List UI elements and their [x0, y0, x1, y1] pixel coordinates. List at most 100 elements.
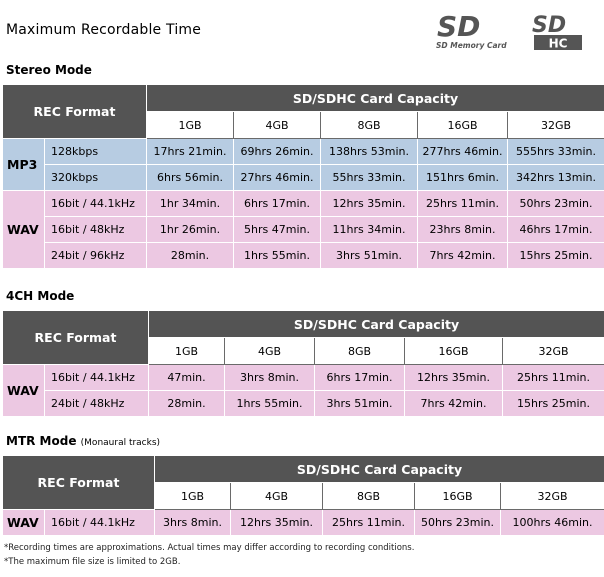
- capacity-header-cell: 4GB: [233, 111, 322, 139]
- time-cell: 28min.: [146, 242, 235, 269]
- capacity-header-cell: 4GB: [230, 482, 324, 510]
- 4ch-mode-title: 4CH Mode: [6, 289, 75, 303]
- page-title: Maximum Recordable Time: [6, 22, 202, 38]
- capacity-header-cell: 4GB: [224, 337, 316, 365]
- format-cell: 16bit / 44.1kHz: [43, 509, 156, 536]
- time-cell: 69hrs 26min.: [233, 138, 322, 165]
- stereo-mode-title: Stereo Mode: [6, 63, 92, 77]
- format-group-label: WAV: [2, 364, 45, 417]
- time-cell: 5hrs 47min.: [233, 216, 322, 243]
- time-cell: 50hrs 23min.: [414, 509, 502, 536]
- time-cell: 12hrs 35min.: [404, 364, 504, 391]
- time-cell: 100hrs 46min.: [500, 509, 604, 536]
- time-cell: 3hrs 8min.: [224, 364, 316, 391]
- mtr-mode-subtitle: (Monaural tracks): [80, 438, 161, 448]
- format-cell: 24bit / 48kHz: [43, 390, 150, 417]
- format-group-label: WAV: [2, 190, 45, 269]
- time-cell: 55hrs 33min.: [320, 164, 419, 191]
- time-cell: 1hr 34min.: [146, 190, 235, 217]
- card-capacity-header: SD/SDHC Card Capacity: [148, 310, 604, 338]
- table-row: WAV 16bit / 44.1kHz 1hr 34min. 6hrs 17mi…: [2, 190, 604, 269]
- time-cell: 11hrs 34min.: [320, 216, 419, 243]
- footnotes: *Recording times are approximations. Act…: [4, 541, 414, 569]
- time-cell: 342hrs 13min.: [507, 164, 604, 191]
- sdhc-logo-icon: SD HC: [532, 13, 582, 51]
- time-cell: 1hrs 55min.: [233, 242, 322, 269]
- time-cell: 1hr 26min.: [146, 216, 235, 243]
- table-row: 320kbps 6hrs 56min. 27hrs 46min. 55hrs 3…: [3, 164, 604, 191]
- time-cell: 6hrs 17min.: [314, 364, 406, 391]
- rec-format-header: REC Format: [1, 310, 150, 365]
- capacity-header-cell: 1GB: [154, 482, 232, 510]
- format-cell: 320kbps: [43, 164, 148, 191]
- format-cell: 16bit / 44.1kHz: [43, 364, 150, 391]
- time-cell: 6hrs 56min.: [146, 164, 235, 191]
- card-capacity-header: SD/SDHC Card Capacity: [146, 84, 604, 112]
- time-cell: 25hrs 11min.: [417, 190, 509, 217]
- mtr-mode-table: REC Format SD/SDHC Card Capacity 1GB 4GB…: [1, 455, 604, 536]
- mtr-mode-title-text: MTR Mode: [6, 434, 77, 448]
- footnote: *Recording times are approximations. Act…: [4, 543, 415, 553]
- capacity-header-cell: 32GB: [507, 111, 604, 139]
- mtr-mode-title: MTR Mode (Monaural tracks): [6, 434, 160, 448]
- time-cell: 27hrs 46min.: [233, 164, 322, 191]
- sdhc-logo-caption: HC: [549, 37, 568, 51]
- 4ch-mode-table: REC Format SD/SDHC Card Capacity 1GB 4GB…: [1, 310, 604, 417]
- sd-logo-caption: SD Memory Card: [436, 41, 507, 50]
- time-cell: 15hrs 25min.: [502, 390, 604, 417]
- time-cell: 3hrs 51min.: [314, 390, 406, 417]
- time-cell: 3hrs 8min.: [154, 509, 232, 536]
- format-cell: 16bit / 48kHz: [43, 216, 148, 243]
- time-cell: 25hrs 11min.: [502, 364, 604, 391]
- time-cell: 1hrs 55min.: [224, 390, 316, 417]
- table-row: 24bit / 48kHz 28min. 1hrs 55min. 3hrs 51…: [3, 390, 604, 417]
- time-cell: 25hrs 11min.: [322, 509, 416, 536]
- capacity-header-cell: 32GB: [502, 337, 604, 365]
- time-cell: 12hrs 35min.: [320, 190, 419, 217]
- capacity-header-cell: 16GB: [414, 482, 502, 510]
- sd-logo-icon: SD SD Memory Card: [436, 10, 507, 50]
- card-capacity-header: SD/SDHC Card Capacity: [154, 455, 604, 483]
- time-cell: 17hrs 21min.: [146, 138, 235, 165]
- time-cell: 47min.: [148, 364, 226, 391]
- rec-format-header: REC Format: [1, 84, 148, 139]
- svg-text:SD: SD: [437, 10, 480, 43]
- capacity-header-cell: 1GB: [148, 337, 226, 365]
- format-cell: 128kbps: [43, 138, 148, 165]
- table-row: 24bit / 96kHz 28min. 1hrs 55min. 3hrs 51…: [3, 242, 604, 269]
- time-cell: 12hrs 35min.: [230, 509, 324, 536]
- format-group-label: MP3: [2, 138, 45, 191]
- format-cell: 24bit / 96kHz: [43, 242, 148, 269]
- capacity-header-cell: 16GB: [404, 337, 504, 365]
- time-cell: 15hrs 25min.: [507, 242, 604, 269]
- capacity-header-cell: 8GB: [320, 111, 419, 139]
- table-row: WAV 16bit / 44.1kHz 47min. 3hrs 8min. 6h…: [2, 364, 604, 417]
- table-row: WAV 16bit / 44.1kHz 3hrs 8min. 12hrs 35m…: [2, 509, 604, 536]
- time-cell: 277hrs 46min.: [417, 138, 509, 165]
- time-cell: 23hrs 8min.: [417, 216, 509, 243]
- footnote: *The maximum file size is limited to 2GB…: [4, 557, 181, 567]
- rec-format-header: REC Format: [1, 455, 156, 510]
- stereo-mode-table: REC Format SD/SDHC Card Capacity 1GB 4GB…: [1, 84, 604, 269]
- capacity-header-cell: 8GB: [314, 337, 406, 365]
- capacity-header-cell: 8GB: [322, 482, 416, 510]
- svg-text:SD: SD: [532, 13, 566, 38]
- capacity-header-cell: 1GB: [146, 111, 235, 139]
- time-cell: 555hrs 33min.: [507, 138, 604, 165]
- capacity-header-cell: 32GB: [500, 482, 604, 510]
- format-cell: 16bit / 44.1kHz: [43, 190, 148, 217]
- time-cell: 6hrs 17min.: [233, 190, 322, 217]
- time-cell: 151hrs 6min.: [417, 164, 509, 191]
- table-row: 16bit / 48kHz 1hr 26min. 5hrs 47min. 11h…: [3, 216, 604, 243]
- time-cell: 28min.: [148, 390, 226, 417]
- time-cell: 7hrs 42min.: [417, 242, 509, 269]
- format-group-label: WAV: [2, 509, 45, 536]
- table-row: MP3 128kbps 17hrs 21min. 69hrs 26min. 13…: [2, 138, 604, 191]
- time-cell: 138hrs 53min.: [320, 138, 419, 165]
- time-cell: 50hrs 23min.: [507, 190, 604, 217]
- time-cell: 46hrs 17min.: [507, 216, 604, 243]
- time-cell: 7hrs 42min.: [404, 390, 504, 417]
- capacity-header-cell: 16GB: [417, 111, 509, 139]
- sd-sdhc-logos: SD SD Memory Card SD HC: [436, 10, 582, 51]
- time-cell: 3hrs 51min.: [320, 242, 419, 269]
